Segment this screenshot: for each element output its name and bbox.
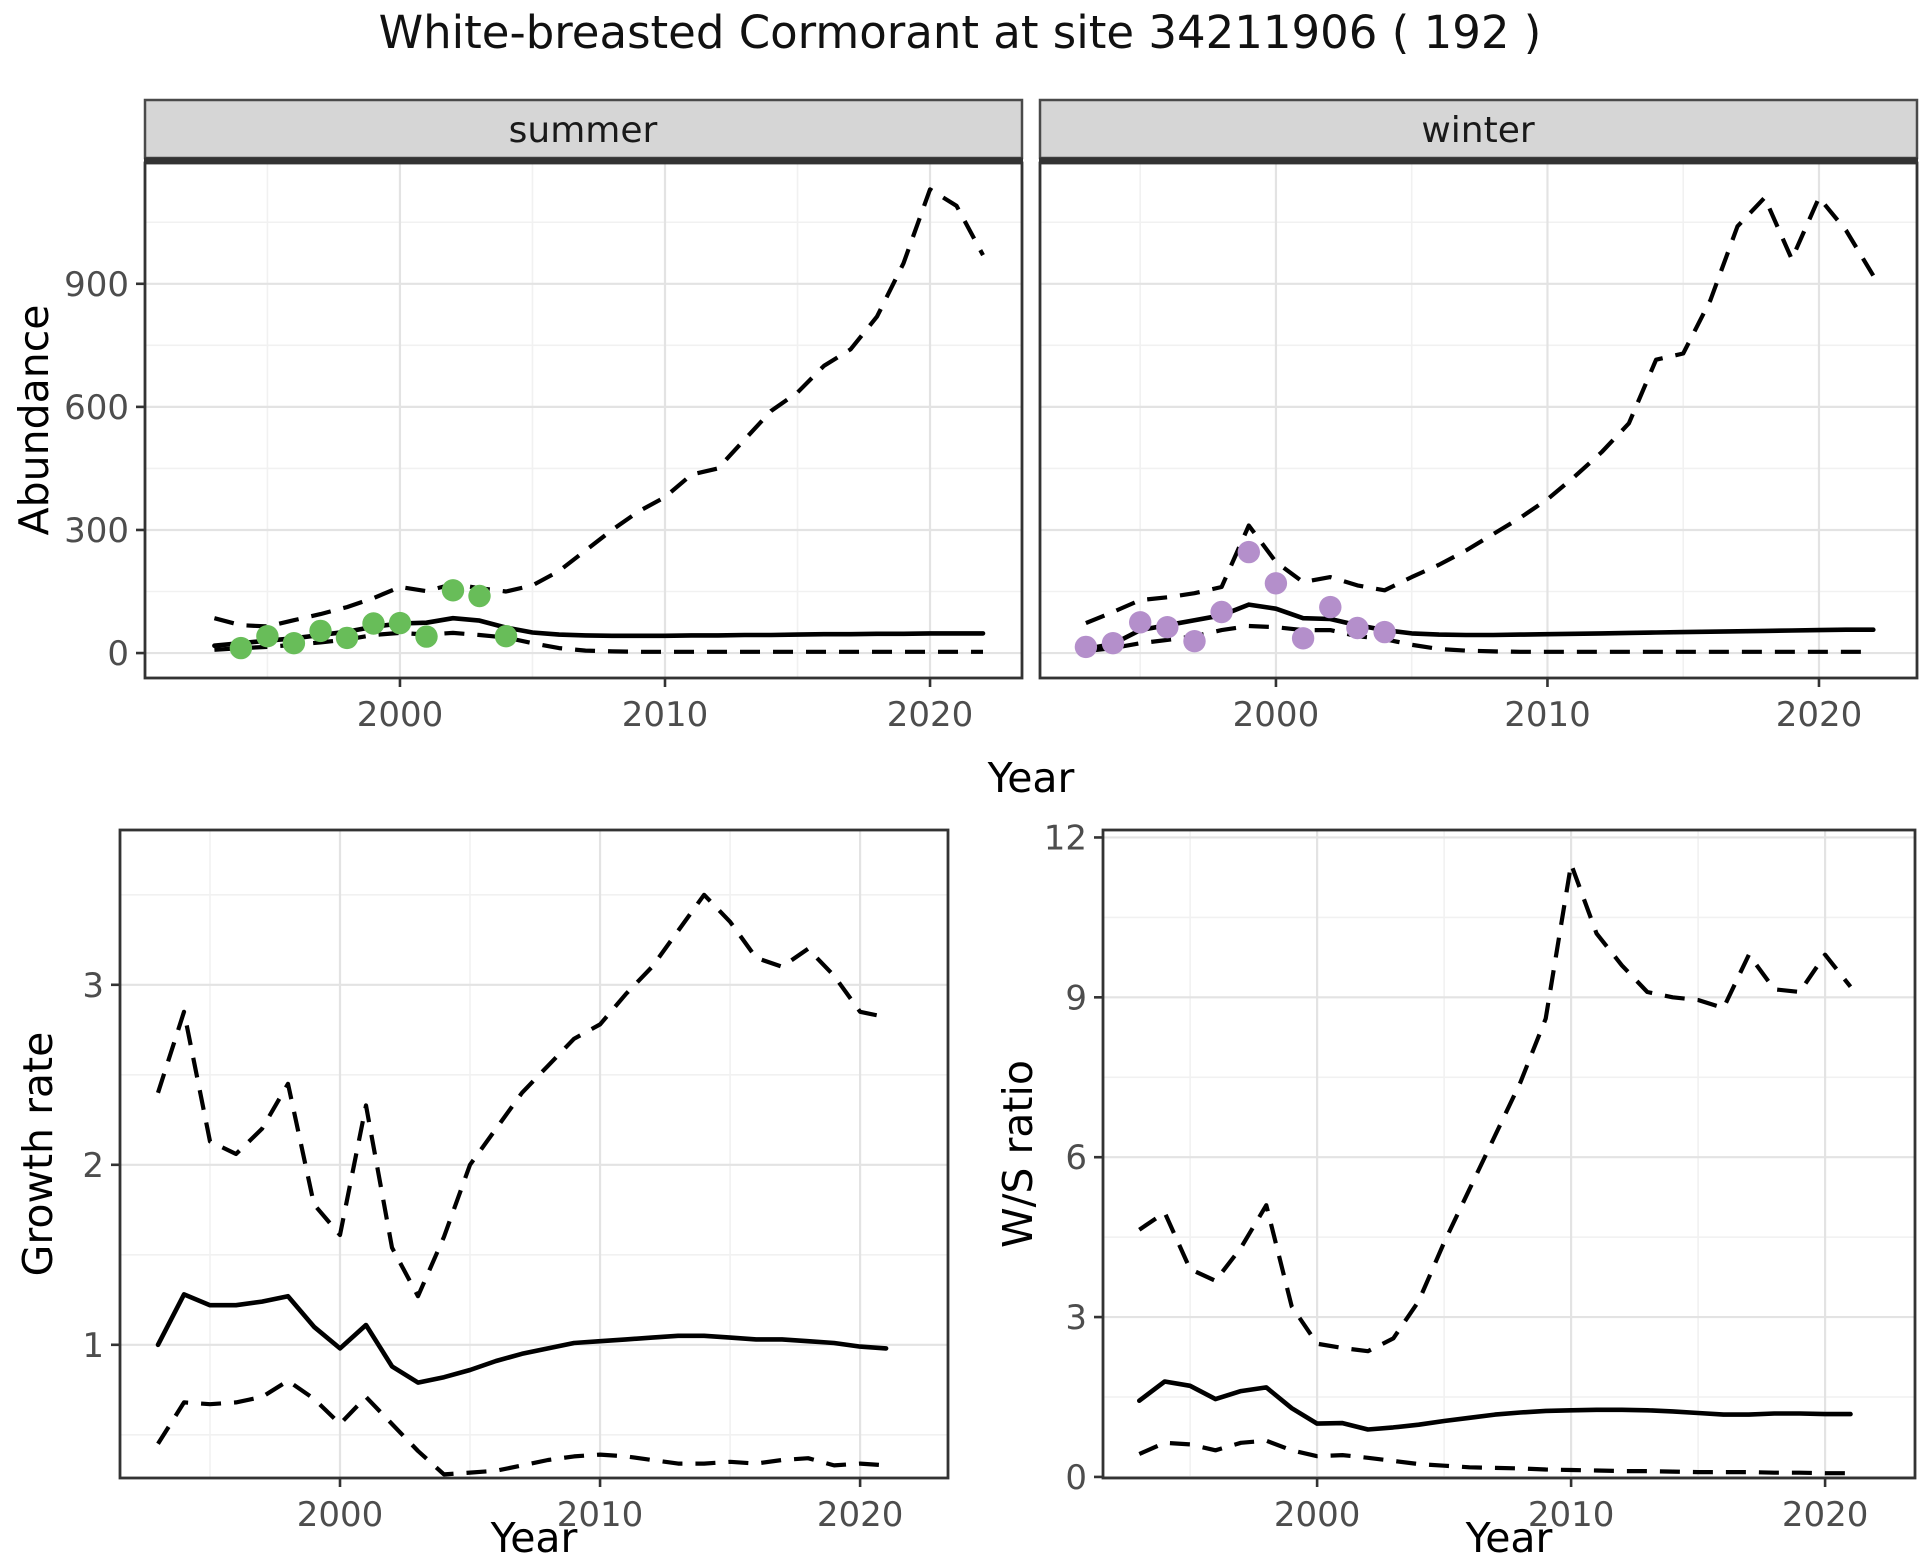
- panel-growth-rate: 2000 2010 2020 1 2 3: [82, 828, 950, 1535]
- panel-data-abundance-winter: [1074, 195, 1876, 659]
- ws-ratio-median-line: [1137, 1379, 1853, 1432]
- panel-data-abundance-summer: [212, 187, 986, 660]
- abundance-winter-observed-point: [1319, 595, 1342, 619]
- x-tick-label: 2010: [1528, 1495, 1615, 1535]
- y-axis-title-ws: W/S ratio: [994, 1060, 1042, 1248]
- panel-border: [143, 161, 1024, 680]
- abundance-summer-observed-point: [468, 584, 491, 608]
- abundance-winter-observed-point: [1183, 630, 1206, 653]
- panel-abundance-summer: 2000 2010 2020 0 300 600 900: [64, 161, 1024, 735]
- plot-title: White-breasted Cormorant at site 3421190…: [378, 6, 1542, 59]
- abundance-winter-observed-point: [1264, 572, 1288, 595]
- facet-strips: summer winter: [143, 98, 1919, 163]
- facet-label-summer: summer: [509, 110, 658, 151]
- abundance-summer-observed-point: [309, 619, 332, 643]
- x-axis-title-growth: Year: [490, 1514, 578, 1560]
- axis-titles: Year Year Year Abundance Growth rate W/S…: [10, 305, 1553, 1560]
- abundance-winter-observed-point: [1346, 616, 1369, 640]
- panel-ws-ratio: 2000 2010 2020 0 3 6 9 12: [1044, 818, 1917, 1535]
- x-tick-label: 2010: [1504, 695, 1591, 735]
- y-tick-label: 0: [1065, 1458, 1087, 1498]
- abundance-winter-upper-ci-line: [1085, 195, 1876, 626]
- facet-strip-summer: [143, 98, 1024, 160]
- y-axis-title-abundance: Abundance: [10, 305, 58, 536]
- abundance-summer-observed-point: [388, 611, 412, 635]
- abundance-winter-observed-point: [1156, 616, 1179, 639]
- y-tick-label: 6: [1065, 1138, 1087, 1178]
- panel-background: [145, 163, 1022, 678]
- growth-rate-upper-ci-line: [156, 892, 887, 1299]
- ws-ratio-lower-ci-line: [1138, 1438, 1851, 1476]
- abundance-summer-observed-point: [494, 625, 518, 648]
- abundance-winter-observed-point: [1210, 600, 1233, 624]
- abundance-summer-observed-point: [441, 579, 465, 602]
- abundance-summer-observed-point: [229, 636, 253, 660]
- abundance-summer-observed-point: [282, 632, 306, 655]
- y-tick-label: 900: [64, 265, 129, 305]
- y-tick-label: 2: [82, 1146, 104, 1186]
- abundance-winter-observed-point: [1373, 620, 1396, 644]
- y-tick-label: 300: [64, 511, 129, 551]
- x-axis-title-ws: Year: [1465, 1514, 1553, 1560]
- y-tick-label: 1: [82, 1326, 104, 1366]
- x-tick-label: 2000: [1274, 1495, 1361, 1535]
- abundance-summer-observed-point: [415, 625, 438, 648]
- facet-strip-winter: [1038, 98, 1919, 160]
- abundance-summer-observed-point: [256, 625, 279, 648]
- abundance-winter-observed-point: [1237, 540, 1261, 564]
- x-tick-label: 2020: [817, 1495, 904, 1535]
- x-tick-label: 2010: [557, 1495, 644, 1535]
- panel-background: [1103, 830, 1915, 1478]
- panel-data-growth-rate: [155, 892, 889, 1477]
- abundance-winter-observed-point: [1291, 627, 1315, 650]
- abundance-summer-observed-point: [362, 612, 385, 635]
- y-tick-label: 600: [64, 388, 129, 428]
- abundance-summer-observed-point: [335, 626, 359, 650]
- panel-border: [1101, 828, 1917, 1480]
- abundance-winter-observed-point: [1101, 632, 1125, 655]
- x-tick-label: 2020: [887, 695, 974, 735]
- y-tick-label: 0: [107, 634, 129, 674]
- facet-label-winter: winter: [1421, 110, 1535, 151]
- ws-ratio-upper-ci-line: [1138, 862, 1853, 1354]
- x-tick-label: 2000: [297, 1495, 384, 1535]
- x-tick-label: 2020: [1782, 1495, 1869, 1535]
- abundance-winter-lower-ci-line: [1085, 623, 1874, 654]
- panel-abundance-winter: 2000 2010 2020: [1038, 161, 1919, 735]
- panel-border: [1038, 161, 1919, 680]
- x-tick-label: 2000: [1233, 695, 1320, 735]
- x-tick-label: 2000: [357, 695, 444, 735]
- panel-border: [118, 828, 950, 1480]
- y-axis-title-growth: Growth rate: [14, 1032, 62, 1277]
- abundance-winter-observed-point: [1129, 611, 1152, 634]
- panel-data-ws-ratio: [1137, 862, 1853, 1476]
- y-tick-label: 3: [82, 966, 104, 1006]
- growth-rate-median-line: [155, 1292, 889, 1385]
- abundance-summer-upper-ci-line: [213, 187, 985, 629]
- y-tick-label: 3: [1065, 1298, 1087, 1338]
- abundance-summer-lower-ci-line: [214, 630, 983, 654]
- x-tick-label: 2010: [622, 695, 709, 735]
- growth-rate-lower-ci-line: [156, 1378, 887, 1477]
- y-tick-label: 12: [1044, 818, 1087, 858]
- abundance-winter-observed-point: [1074, 635, 1098, 659]
- x-tick-label: 2020: [1776, 695, 1863, 735]
- panel-background: [120, 830, 948, 1478]
- y-tick-label: 9: [1065, 978, 1087, 1018]
- x-axis-title-abundance: Year: [987, 754, 1075, 802]
